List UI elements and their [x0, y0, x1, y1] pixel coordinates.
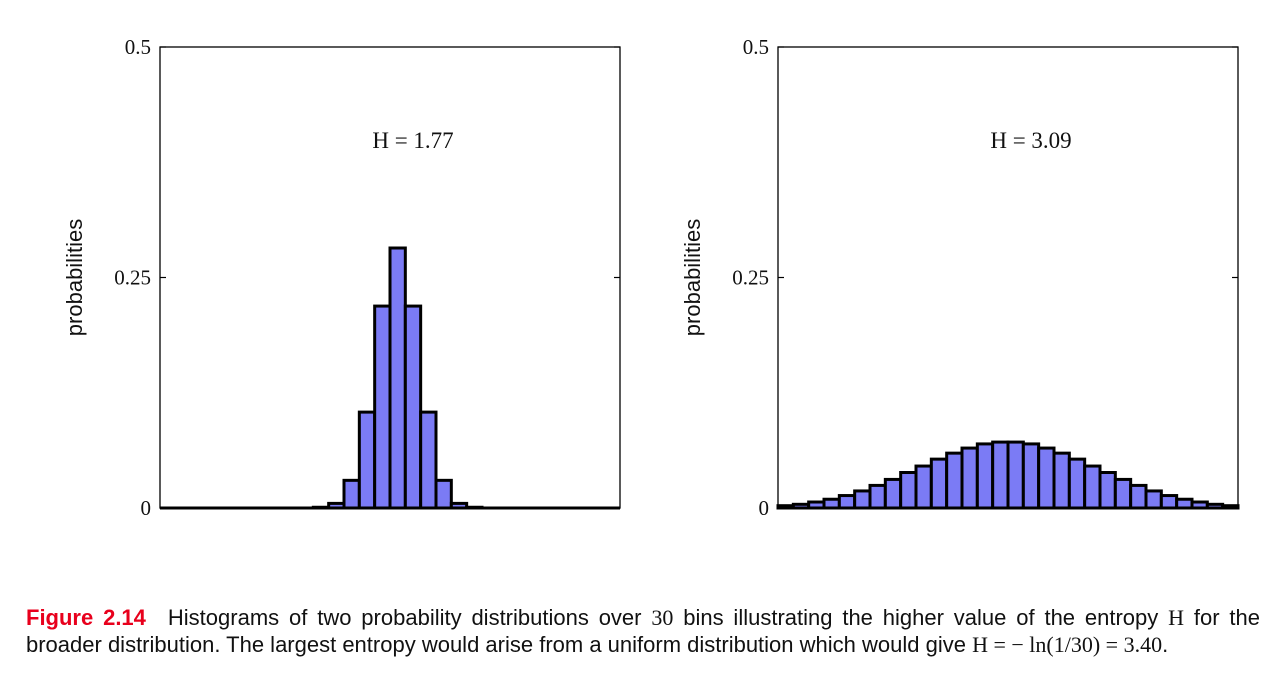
figure-caption: Figure 2.14 Histograms of two probability…: [26, 604, 1260, 658]
histogram-bar: [373, 304, 392, 510]
histogram-bar: [403, 304, 423, 510]
histogram-bar: [914, 464, 933, 510]
histogram-bar: [853, 489, 872, 510]
entropy-annotation: H = 1.77: [372, 128, 453, 153]
histogram-bar: [1052, 451, 1071, 510]
histogram-bar: [434, 478, 453, 510]
histogram-bar: [883, 477, 903, 510]
histogram-bar: [419, 410, 438, 510]
histogram-bar: [899, 471, 918, 510]
histogram-bar: [357, 410, 377, 510]
y-axis-label: probabilities: [680, 219, 705, 336]
caption-text-1: Histograms of two probability distributi…: [167, 605, 652, 630]
caption-bins-number: 30: [651, 605, 674, 630]
histogram-right: probabilities 0 0.25 0.5 H = 3.09: [680, 35, 1240, 520]
histogram-bar: [1067, 457, 1087, 510]
figure-label: Figure 2.14: [26, 605, 146, 630]
histogram-bar: [1083, 464, 1102, 510]
histogram-left: probabilities 0 0.25 0.5 H = 1.77: [62, 35, 621, 520]
histogram-bar: [1021, 442, 1041, 510]
histogram-bar: [1144, 489, 1163, 510]
entropy-annotation: H = 3.09: [990, 128, 1071, 153]
histogram-bar: [837, 494, 857, 510]
histogram-bar: [945, 451, 964, 510]
y-tick-label: 0: [759, 496, 770, 520]
histogram-bar: [1129, 483, 1148, 510]
histogram-bar: [1098, 471, 1117, 510]
axes-frame: [777, 46, 1239, 509]
histogram-bar: [868, 483, 887, 510]
caption-text-3: for the broader distribution. The larges…: [26, 605, 1261, 657]
histogram-panel-right: probabilities 0 0.25 0.5 H = 3.09: [676, 20, 1246, 520]
histogram-bar: [1006, 440, 1025, 510]
caption-end: .: [1162, 632, 1169, 657]
histogram-bar: [929, 457, 949, 510]
histogram-bar: [342, 478, 361, 510]
y-tick-label: 0: [141, 496, 152, 520]
histogram-bar: [388, 246, 407, 510]
histogram-bar: [1037, 446, 1056, 510]
caption-text-2: bins illustrating the higher value of th…: [673, 605, 1169, 630]
y-tick-label: 0.5: [125, 35, 151, 59]
y-tick-label: 0.25: [732, 266, 769, 290]
y-tick-label: 0.5: [743, 35, 769, 59]
histogram-bar: [991, 440, 1010, 510]
caption-entropy-symbol: H: [1168, 605, 1185, 630]
histogram-bar: [960, 446, 979, 510]
histogram-bar: [1113, 477, 1133, 510]
caption-formula: H = − ln(1/30) = 3.40: [972, 632, 1163, 657]
histogram-panel-left: probabilities 0 0.25 0.5 H = 1.77: [58, 20, 628, 520]
histogram-bar: [1159, 494, 1179, 510]
y-axis-label: probabilities: [62, 219, 87, 336]
y-tick-label: 0.25: [114, 266, 151, 290]
histogram-bar: [975, 442, 995, 510]
